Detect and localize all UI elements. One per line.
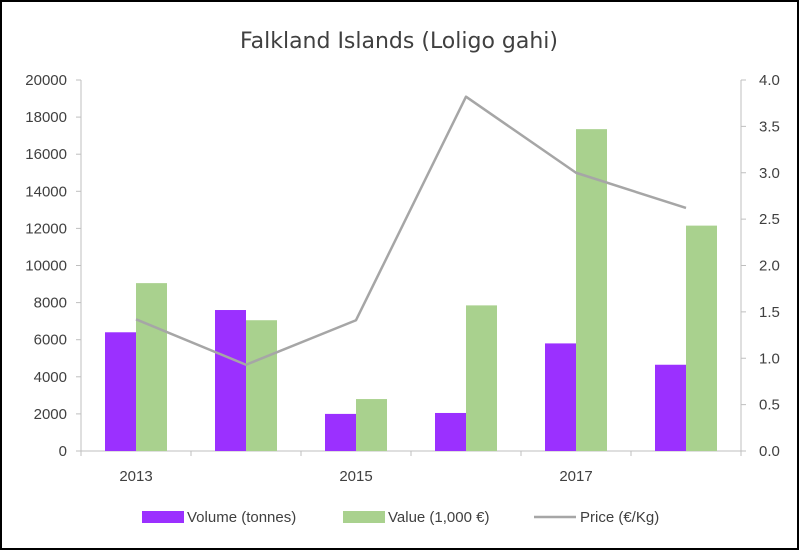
price-series-line	[135, 95, 687, 366]
legend-label-value: Value (1,000 €)	[388, 509, 489, 526]
right-tick-label: 4.0	[759, 72, 780, 89]
bar-volume	[325, 413, 356, 451]
left-tick-label: 20000	[25, 72, 67, 89]
left-tick-label: 0	[59, 443, 67, 460]
right-tick-label: 2.0	[759, 258, 780, 275]
left-tick-label: 14000	[25, 183, 67, 200]
bar-value	[686, 225, 717, 451]
left-tick-label: 16000	[25, 146, 67, 163]
right-tick-label: 1.0	[759, 350, 780, 367]
x-tick-label: 2015	[339, 468, 372, 485]
left-tick-label: 10000	[25, 258, 67, 275]
x-tick-label: 2017	[559, 468, 592, 485]
left-tick-label: 8000	[34, 295, 67, 312]
chart-title: Falkland Islands (Loligo gahi)	[240, 29, 558, 54]
left-tick-label: 18000	[25, 109, 67, 126]
bars	[105, 129, 717, 451]
legend: Volume (tonnes) Value (1,000 €) Price (€/K…	[142, 509, 659, 526]
right-tick-label: 2.5	[759, 211, 780, 228]
bar-value	[246, 320, 277, 451]
axes: 0 2000 4000 6000 8000 10000 12000 14000 16000 180…	[25, 72, 780, 485]
price-line	[135, 95, 687, 366]
bar-volume	[655, 364, 686, 451]
bar-value	[356, 399, 387, 451]
bar-volume	[215, 310, 246, 451]
right-tick-label: 0.5	[759, 397, 780, 414]
left-tick-label: 6000	[34, 332, 67, 349]
right-tick-label: 1.5	[759, 304, 780, 321]
legend-swatch-volume	[142, 511, 184, 523]
legend-label-price: Price (€/Kg)	[580, 509, 659, 526]
left-tick-label: 2000	[34, 406, 67, 423]
legend-swatch-value	[343, 511, 385, 523]
bar-value	[136, 283, 167, 451]
bar-volume	[435, 412, 466, 451]
x-tick-label: 2013	[119, 468, 152, 485]
right-tick-label: 0.0	[759, 443, 780, 460]
right-tick-label: 3.0	[759, 165, 780, 182]
bar-volume	[105, 332, 136, 451]
legend-label-volume: Volume (tonnes)	[187, 509, 296, 526]
bar-value	[576, 129, 607, 451]
left-tick-label: 4000	[34, 369, 67, 386]
bar-volume	[545, 343, 576, 451]
bar-value	[466, 305, 497, 451]
right-tick-label: 3.5	[759, 118, 780, 135]
left-tick-label: 12000	[25, 220, 67, 237]
